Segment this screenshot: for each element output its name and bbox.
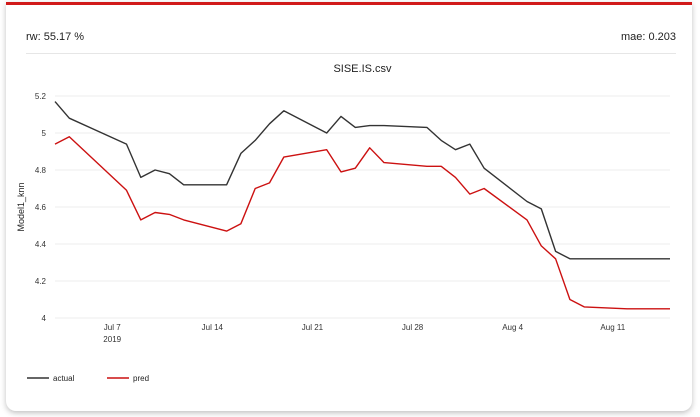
mae-stat: mae: 0.203 <box>620 31 676 43</box>
series-line-actual <box>54 101 670 260</box>
y-tick-label: 4.6 <box>35 203 47 212</box>
y-tick-label: 4.4 <box>35 240 47 249</box>
y-tick-label: 4.2 <box>35 277 47 286</box>
rw-stat: rw: 55.17 % <box>26 31 85 43</box>
x-tick-label: Jul 28 <box>402 323 424 332</box>
x-tick-label: Jul 21 <box>302 323 324 332</box>
y-tick-label: 4 <box>42 314 47 323</box>
legend-label-actual: actual <box>53 374 75 383</box>
x-tick-label: Jul 7 <box>104 323 121 332</box>
y-tick-label: 4.8 <box>35 166 47 175</box>
y-tick-label: 5 <box>42 129 47 138</box>
legend-label-pred: pred <box>133 374 149 383</box>
chart-title: SISE.IS.csv <box>333 63 392 75</box>
stats-divider <box>26 53 676 54</box>
x-tick-label: Aug 4 <box>502 323 523 332</box>
series-line-pred <box>54 135 670 310</box>
x-tick-year-label: 2019 <box>103 335 121 344</box>
x-tick-label: Jul 14 <box>202 323 224 332</box>
y-tick-label: 5.2 <box>35 92 47 101</box>
x-tick-label: Aug 11 <box>600 323 625 332</box>
stats-bar: rw: 55.17 % mae: 0.203 <box>26 27 676 47</box>
y-axis-label: Model1_knn <box>16 182 26 231</box>
